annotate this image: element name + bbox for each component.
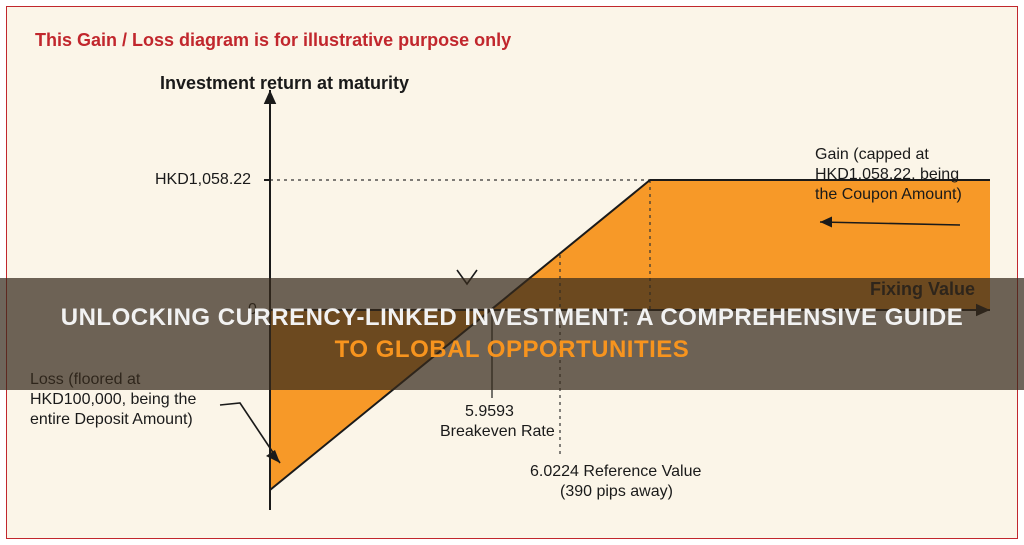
reference-value-label: 6.0224 Reference Value	[530, 462, 701, 482]
title-overlay-line1: UNLOCKING CURRENCY-LINKED INVESTMENT: A …	[61, 304, 963, 331]
reference-sub-label: (390 pips away)	[560, 482, 673, 502]
gain-annotation-l1: Gain (capped at	[815, 146, 929, 163]
title-overlay-band: UNLOCKING CURRENCY-LINKED INVESTMENT: A …	[0, 278, 1024, 390]
gain-annotation-l3: the Coupon Amount)	[815, 186, 962, 203]
loss-annotation-l3: entire Deposit Amount)	[30, 411, 193, 428]
figure-root: This Gain / Loss diagram is for illustra…	[0, 0, 1024, 545]
title-overlay-text: UNLOCKING CURRENCY-LINKED INVESTMENT: A …	[21, 302, 1003, 367]
payoff-diagram-svg	[0, 0, 1024, 545]
breakeven-value-label: 5.9593	[465, 402, 514, 422]
loss-annotation-l2: HKD100,000, being the	[30, 391, 196, 408]
y-axis-title: Investment return at maturity	[160, 72, 409, 95]
gain-annotation-l2: HKD1,058.22, being	[815, 166, 959, 183]
title-overlay-line2: TO GLOBAL OPPORTUNITIES	[335, 336, 690, 363]
gain-annotation: Gain (capped at HKD1,058.22, being the C…	[815, 145, 962, 205]
cap-amount-label: HKD1,058.22	[155, 170, 251, 190]
breakeven-name-label: Breakeven Rate	[440, 422, 555, 442]
